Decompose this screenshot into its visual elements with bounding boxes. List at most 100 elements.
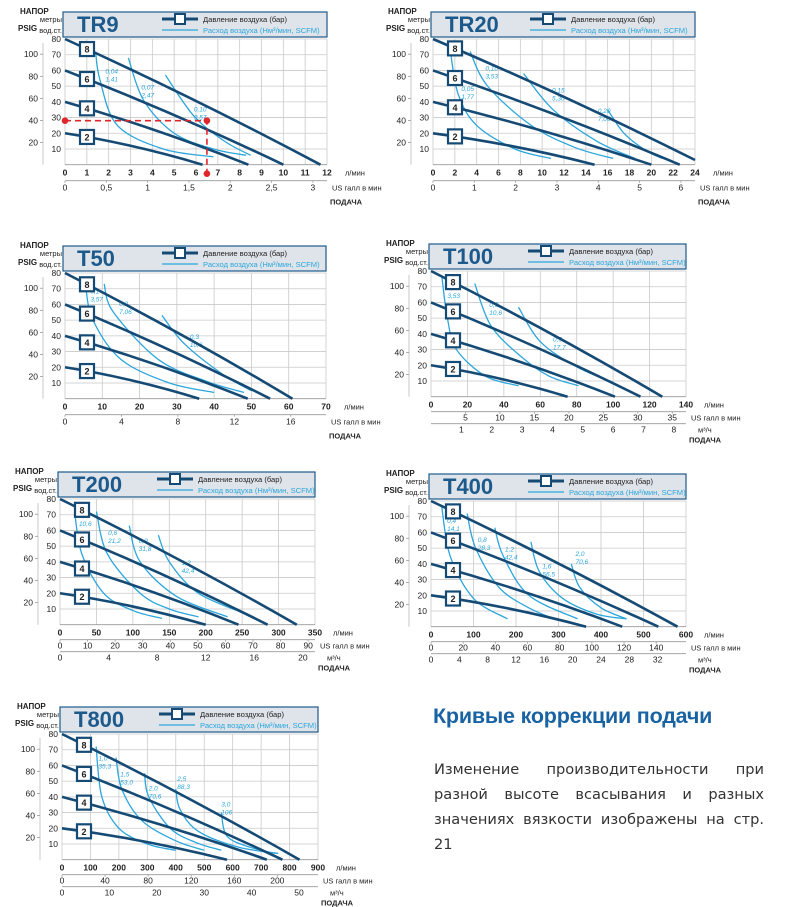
legend-air-label: Расход воздуха (Нм³/мин, SCFM) [198,486,315,495]
y-tick-label-psig: 80 [24,531,34,541]
x-tick-label-gpm: 0 [63,417,68,427]
legend-air-label: Расход воздуха (Нм³/мин, SCFM) [569,488,686,497]
y-tick-label-psig: 60 [26,788,36,798]
x-tick-label-gpm: 4 [596,183,601,193]
air-curve-label-scfm: 53,0 [120,779,133,786]
legend-air-label: Расход воздуха (Нм³/мин, SCFM) [203,26,320,35]
x-tick-label-lpm: 0 [60,863,65,873]
air-curve-label-nm3: 1,0 [98,756,107,763]
y-tick-label-m: 40 [52,331,62,341]
legend-air-label: Расход воздуха (Нм³/мин, SCFM) [571,26,688,35]
air-curve-label-nm3: 0,8 [478,537,487,544]
psig-label: PSIG [386,24,405,33]
y-tick-label-psig: 20 [397,138,407,148]
head-label: НАПОР [386,469,415,478]
gpm-unit-label: US галл в мин [320,642,370,651]
lpm-unit-label: л/мин [344,403,364,412]
pressure-badge [446,69,464,87]
x-tick-label-lpm: 22 [668,168,678,178]
air-pressure-line [432,37,696,162]
x-tick-label-lpm: 8 [518,168,523,178]
y-tick-label-m: 80 [49,729,59,739]
pressure-badge-label: 4 [450,336,455,346]
x-tick-label-lpm: 0 [431,168,436,178]
y-tick-label-psig: 100 [24,49,38,59]
y-tick-label-m: 30 [418,575,428,585]
y-tick-label-psig: 40 [24,576,34,586]
pressure-badge-label: 4 [79,564,84,574]
x-tick-label-lpm: 0 [63,168,68,178]
x-tick-label-gpm: 6 [679,183,684,193]
y-tick-label-m: 40 [52,97,62,107]
gpm-unit-label: US галл в мин [700,184,750,193]
x-tick-label-lpm: 70 [321,402,331,412]
air-curve-label-scfm: 3,53 [485,73,498,80]
x-tick-label-lpm: 50 [247,402,257,412]
x-tick-label-m3h: 16 [540,655,550,665]
x-tick-label-gpm: 200 [270,876,284,886]
air-pressure-line [59,497,298,626]
y-tick-label-m: 60 [49,760,59,770]
y-tick-label-psig: 60 [24,553,34,563]
y-tick-label-m: 10 [418,606,428,616]
pressure-badge [444,532,462,549]
air-curve-label-scfm: 1,41 [105,77,118,84]
x-tick-label-gpm: 1,5 [183,183,195,193]
x-tick-label-gpm: 20 [110,641,120,651]
pressure-badge-label: 8 [84,45,89,55]
y-tick-label-psig: 80 [26,766,36,776]
air-curve-label-nm3: 2,0 [575,551,585,558]
meters-label: метры [406,247,428,256]
lpm-unit-label: л/мин [704,631,724,640]
y-tick-label-psig: 60 [395,555,405,565]
y-tick-label-psig: 80 [395,303,405,313]
y-tick-label-m: 70 [47,510,57,520]
x-tick-label-gpm: 0 [429,643,434,653]
air-curve-label-scfm: 7,06 [119,309,132,316]
x-tick-label-gpm: 8 [176,417,181,427]
psig-label: PSIG [15,719,34,728]
x-tick-label-gpm: 160 [227,876,241,886]
x-tick-label-m3h: 20 [152,888,162,898]
x-tick-label-m3h: 32 [653,655,663,665]
meters-water-column-label: вод.ст. [407,26,430,35]
y-tick-label-m: 50 [49,776,59,786]
pressure-badge [78,128,96,146]
x-tick-label-lpm: 0 [429,400,434,410]
meters-water-column-label: вод.ст. [39,260,62,269]
air-consumption-curve [127,57,247,156]
y-tick-label-m: 10 [418,376,428,386]
x-tick-label-lpm: 24 [690,168,700,178]
x-tick-label-lpm: 700 [254,863,268,873]
x-tick-label-lpm: 900 [311,863,325,873]
x-tick-label-gpm: 3 [555,183,560,193]
air-curve-label-scfm: 88,3 [177,784,190,791]
x-tick-label-m3h: 50 [294,888,304,898]
air-consumption-curve [115,757,205,851]
meters-water-column-label: вод.ст. [405,488,428,497]
air-curve-label-nm3: 0,5 [553,337,562,344]
y-tick-label-m: 20 [418,590,428,600]
y-tick-label-m: 50 [52,315,62,325]
x-tick-label-m3h: 12 [201,653,211,663]
y-tick-label-m: 60 [52,299,62,309]
air-curve-label-nm3: 0,20 [598,108,611,115]
chart-title: T800 [74,707,124,732]
pressure-badge [78,276,96,293]
meters-label: метры [37,710,59,719]
x-tick-label-lpm: 8 [237,168,242,178]
flow-label: ПОДАЧА [329,432,362,441]
lpm-unit-label: л/мин [336,864,356,873]
x-tick-label-lpm: 200 [112,863,126,873]
operating-point-marker [61,117,69,125]
air-curve-label-nm3: 1,6 [542,564,551,571]
air-curve-label-scfm: 3,57 [90,296,103,303]
meters-label: метры [40,249,62,258]
y-tick-label-m: 80 [52,34,62,44]
pressure-badge [78,305,96,322]
y-tick-label-m: 60 [420,65,430,75]
pressure-badge [444,273,462,291]
x-tick-label-m3h: 4 [106,653,111,663]
x-tick-label-gpm: 70 [248,641,258,651]
